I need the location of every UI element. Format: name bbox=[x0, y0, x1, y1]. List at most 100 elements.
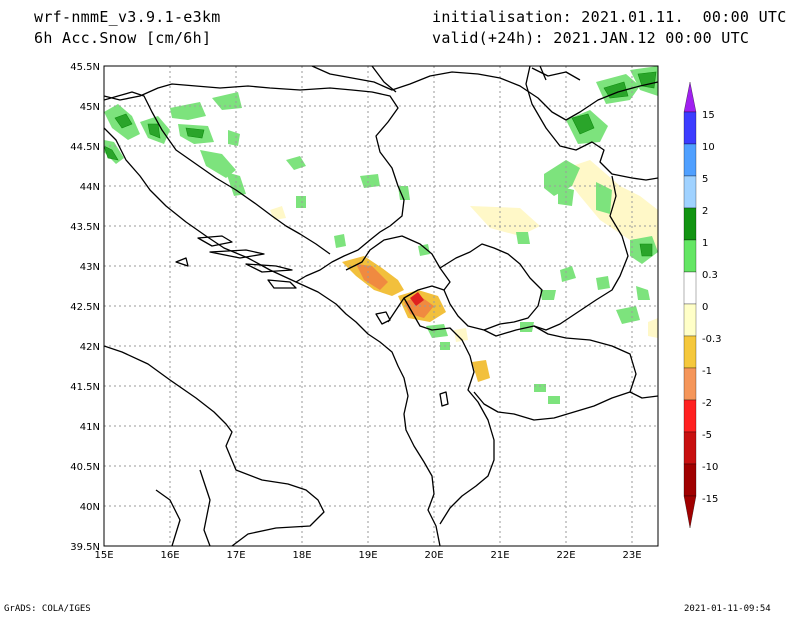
colorbar-swatch bbox=[683, 463, 697, 497]
colorbar-label: -1 bbox=[702, 366, 712, 377]
lon-tick: 15E bbox=[94, 550, 113, 561]
snow-contour-area bbox=[418, 244, 430, 256]
lake-ohrid bbox=[439, 391, 449, 407]
colorbar-swatch bbox=[683, 239, 697, 273]
lon-tick-labels: 15E 16E 17E 18E 19E 20E 21E 22E 23E bbox=[94, 550, 641, 561]
colorbar-top-arrow bbox=[683, 81, 697, 113]
snow-contour-area bbox=[296, 196, 306, 208]
graticule bbox=[104, 66, 658, 546]
island-hvar bbox=[209, 249, 265, 259]
lat-tick: 40.5N bbox=[70, 462, 100, 473]
colorbar-swatch bbox=[683, 335, 697, 369]
colorbar-label: -0.3 bbox=[702, 334, 722, 345]
snow-contour-area bbox=[639, 243, 653, 257]
border-kosovo bbox=[439, 243, 543, 331]
colorbar-swatch bbox=[683, 303, 697, 337]
snow-contour-area bbox=[540, 290, 556, 300]
snow-contour-area bbox=[200, 150, 236, 178]
colorbar-label: 0.3 bbox=[702, 270, 718, 281]
colorbar-swatch bbox=[683, 367, 697, 401]
lon-tick: 16E bbox=[160, 550, 179, 561]
lat-tick: 44.5N bbox=[70, 142, 100, 153]
snow-contour-area bbox=[571, 113, 595, 135]
snow-contour-area bbox=[516, 232, 530, 244]
snow-fields bbox=[104, 66, 658, 404]
colorbar-label: 5 bbox=[702, 174, 708, 185]
island-lastovo bbox=[267, 279, 297, 289]
lon-tick: 19E bbox=[358, 550, 377, 561]
border-macedonia bbox=[473, 325, 637, 421]
lat-tick: 45N bbox=[80, 102, 100, 113]
snow-contour-area bbox=[104, 145, 119, 161]
colorbar-label: 10 bbox=[702, 142, 715, 153]
lat-tick: 42N bbox=[80, 342, 100, 353]
lat-tick: 45.5N bbox=[70, 62, 100, 73]
island-vis bbox=[175, 257, 189, 267]
valid-time: valid(+24h): 2021.JAN.12 00:00 UTC bbox=[432, 29, 750, 47]
snow-contour-area bbox=[534, 384, 546, 392]
footer-timestamp: 2021-01-11-09:54 bbox=[684, 604, 771, 614]
snow-contour-area bbox=[410, 292, 424, 306]
lon-tick: 22E bbox=[556, 550, 575, 561]
lat-tick: 41N bbox=[80, 422, 100, 433]
italy-coast bbox=[104, 345, 325, 546]
island-korcula bbox=[245, 263, 293, 273]
colorbar-label: 1 bbox=[702, 238, 708, 249]
snow-contour-area bbox=[560, 266, 576, 282]
map-frame bbox=[103, 65, 659, 547]
border-albania bbox=[403, 297, 495, 525]
lat-tick: 42.5N bbox=[70, 302, 100, 313]
snow-contour-area bbox=[147, 123, 161, 139]
snow-contour-area bbox=[596, 276, 610, 290]
colorbar-label: 15 bbox=[702, 110, 715, 121]
snow-contour-area bbox=[360, 174, 380, 188]
snow-contour-area bbox=[636, 286, 650, 300]
lat-tick-labels: 45.5N 45N 44.5N 44N 43.5N 43N 42.5N 42N … bbox=[70, 62, 100, 553]
lat-tick: 41.5N bbox=[70, 382, 100, 393]
snow-contour-area bbox=[596, 182, 612, 214]
colorbar-label: -2 bbox=[702, 398, 712, 409]
coastlines-borders bbox=[104, 66, 658, 546]
border-romania-serbia bbox=[525, 66, 658, 181]
lat-tick: 43.5N bbox=[70, 222, 100, 233]
footer-credit: GrADS: COLA/IGES bbox=[4, 604, 91, 614]
colorbar-swatch bbox=[683, 143, 697, 177]
snow-contour-area bbox=[398, 186, 410, 200]
snow-contour-area bbox=[228, 130, 240, 146]
snow-contour-area bbox=[356, 264, 388, 290]
colorbar: 15 10 5 2 1 0.3 0 -0.3 -1 -2 -5 -10 -15 bbox=[683, 81, 722, 529]
init-time: initialisation: 2021.01.11. 00:00 UTC bbox=[432, 8, 787, 26]
colorbar-label: -15 bbox=[702, 494, 718, 505]
snow-contour-area bbox=[404, 296, 434, 318]
snow-contour-area bbox=[548, 396, 560, 404]
colorbar-bottom-arrow bbox=[683, 495, 697, 529]
lon-tick: 23E bbox=[622, 550, 641, 561]
snow-contour-area bbox=[544, 160, 580, 196]
snow-contour-area bbox=[185, 127, 205, 139]
snow-contour-area bbox=[334, 234, 346, 248]
lon-tick: 21E bbox=[490, 550, 509, 561]
lat-tick: 43N bbox=[80, 262, 100, 273]
snow-contour-area bbox=[286, 156, 306, 170]
map-layer bbox=[104, 66, 658, 546]
lat-tick: 39.5N bbox=[70, 542, 100, 553]
snow-contour-area bbox=[472, 360, 490, 382]
colorbar-swatch bbox=[683, 175, 697, 209]
snow-contour-area bbox=[470, 206, 540, 236]
adriatic-east-coast bbox=[104, 127, 441, 546]
colorbar-label: 2 bbox=[702, 206, 708, 217]
snow-contour-area bbox=[616, 306, 640, 324]
snow-contour-area bbox=[648, 318, 658, 338]
lat-tick: 44N bbox=[80, 182, 100, 193]
snow-contour-area bbox=[603, 81, 629, 99]
colorbar-label: -10 bbox=[702, 462, 718, 473]
lon-tick: 18E bbox=[292, 550, 311, 561]
lat-tick: 40N bbox=[80, 502, 100, 513]
colorbar-swatch bbox=[683, 271, 697, 305]
lon-tick: 20E bbox=[424, 550, 443, 561]
field-title: 6h Acc.Snow [cm/6h] bbox=[34, 29, 212, 47]
colorbar-swatch bbox=[683, 207, 697, 241]
colorbar-label: 0 bbox=[702, 302, 708, 313]
snow-contour-area bbox=[270, 206, 286, 220]
